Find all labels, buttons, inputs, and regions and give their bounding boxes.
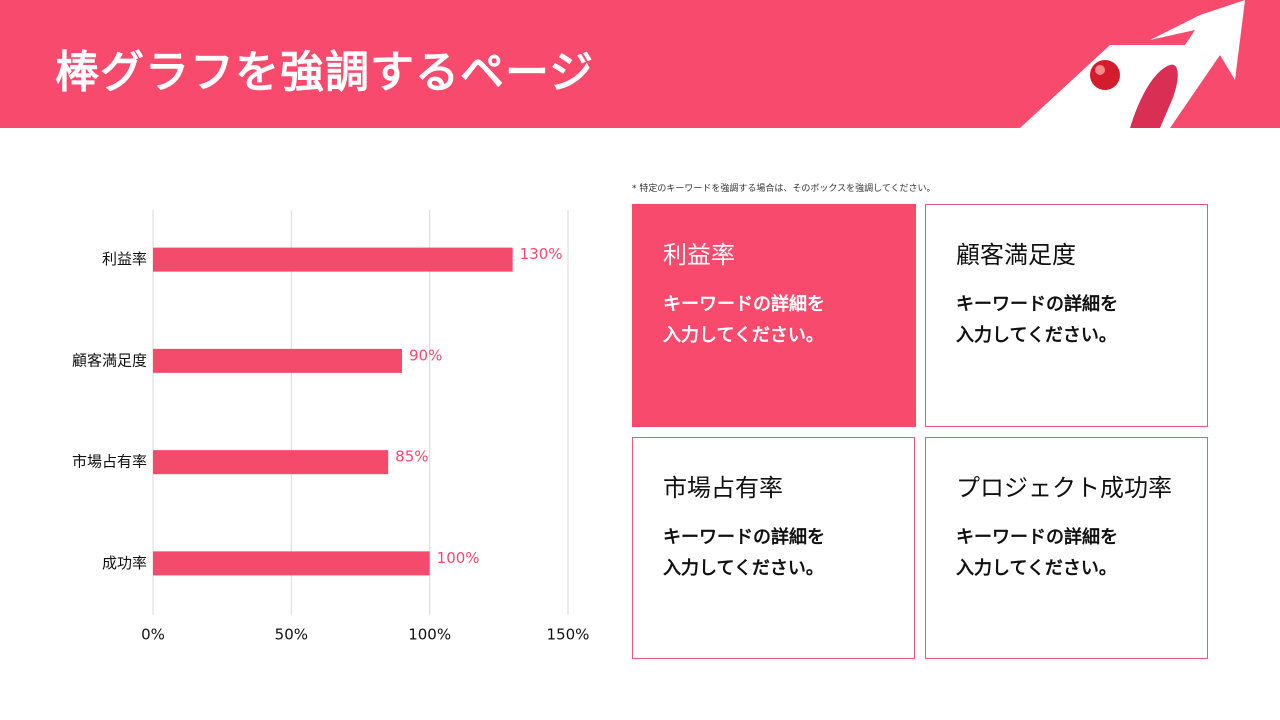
y-tick-label: 顧客満足度 — [72, 351, 147, 369]
arrow-decoration — [1020, 0, 1245, 128]
value-label: 130% — [520, 245, 563, 263]
bar-chart: 0% 50% 100% 150% 利益率 130% 顧客満足度 90% 市場占有率 85% 成功率 1… — [72, 210, 590, 644]
y-tick-label: 成功率 — [102, 554, 147, 572]
box-title: プロジェクト成功率 — [956, 474, 1172, 502]
bar — [153, 247, 513, 272]
keyword-box: 市場占有率キーワードの詳細を 入力してください。 — [632, 437, 915, 659]
box-text: キーワードの詳細を — [663, 294, 825, 315]
box-text: 入力してください。 — [663, 558, 824, 579]
x-tick-label: 50% — [275, 626, 308, 644]
box-text: 入力してください。 — [956, 325, 1117, 346]
box-text: 入力してください。 — [956, 558, 1117, 579]
box-title: 利益率 — [663, 241, 735, 269]
keyword-box: 顧客満足度キーワードの詳細を 入力してください。 — [925, 204, 1208, 427]
keyword-box: プロジェクト成功率キーワードの詳細を 入力してください。 — [925, 437, 1208, 659]
page-title: 棒グラフを強調するページ — [55, 47, 595, 98]
value-label: 90% — [409, 346, 442, 364]
box-text: キーワードの詳細を — [956, 527, 1118, 548]
value-label: 85% — [395, 448, 428, 466]
note: * 特定のキーワードを強調する場合は、そのボックスを強調してください。 — [632, 184, 936, 194]
bar — [153, 348, 402, 373]
y-tick-label: 市場占有率 — [72, 453, 147, 471]
bar — [153, 551, 430, 576]
header: 棒グラフを強調するページ — [0, 0, 1280, 128]
keyword-box: 利益率キーワードの詳細を 入力してください。 — [632, 204, 916, 427]
bar — [153, 450, 389, 475]
box-title: 市場占有率 — [663, 474, 783, 502]
y-tick-label: 利益率 — [102, 250, 147, 268]
box-title: 顧客満足度 — [956, 241, 1076, 269]
box-text: キーワードの詳細を — [956, 294, 1118, 315]
x-tick-label: 100% — [408, 626, 451, 644]
x-tick-label: 150% — [547, 626, 590, 644]
x-tick-label: 0% — [141, 626, 165, 644]
value-label: 100% — [437, 549, 480, 567]
box-text: 入力してください。 — [663, 325, 824, 346]
box-text: キーワードの詳細を — [663, 527, 825, 548]
